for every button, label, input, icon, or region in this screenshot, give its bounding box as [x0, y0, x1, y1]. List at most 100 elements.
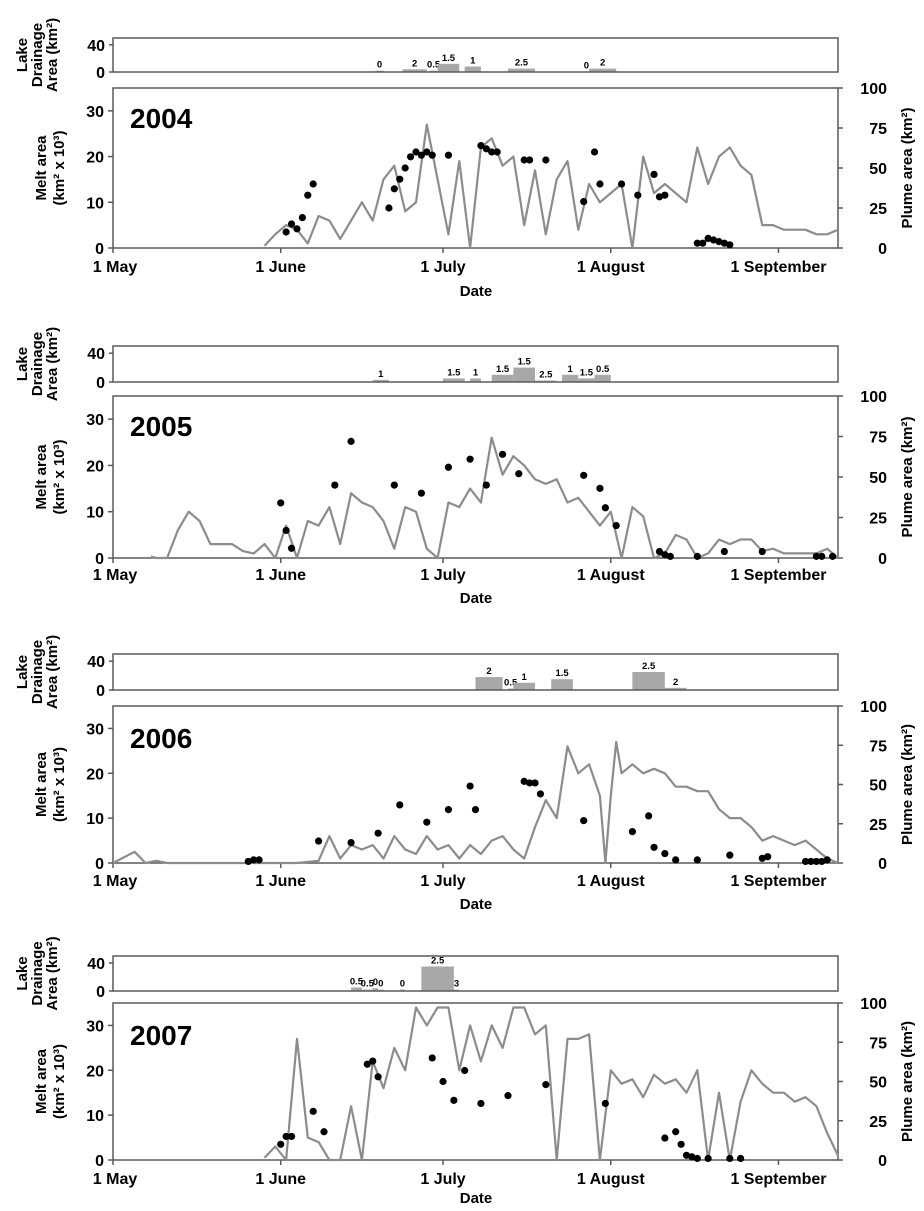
chart-panel-2005: 1 1.5 1 1.51.52.51 1.5 0.5040LakeDrainageArea… — [14, 327, 916, 607]
melt-panel-frame — [112, 87, 839, 249]
x-tick-label: 1 July — [420, 259, 465, 276]
drainage-label: 1 — [522, 672, 528, 683]
plume-area-point — [596, 180, 604, 188]
plume-area-point — [304, 191, 312, 199]
drainage-axis-label-line: Lake — [14, 956, 31, 990]
y-left-axis-label-line: Melt area — [33, 444, 50, 510]
plume-area-point — [374, 829, 382, 837]
y-right-tick-label: 100 — [860, 389, 887, 406]
plume-area-point — [417, 151, 425, 159]
drainage-axis-label: LakeDrainageArea (km²) — [14, 327, 61, 401]
drainage-label: 0 — [400, 979, 405, 990]
y-left-axis-label: Melt area(km² x 10³) — [33, 439, 68, 514]
plume-area-point — [699, 239, 707, 247]
plume-area-point — [596, 484, 604, 492]
drainage-label: 2.5 — [431, 956, 445, 967]
plume-area-point — [720, 239, 728, 247]
plume-area-point — [444, 463, 453, 471]
plume-area-point — [634, 191, 642, 199]
drainage-bar — [402, 69, 427, 72]
plume-area-point — [477, 142, 485, 150]
y-left-tick-label: 20 — [86, 458, 104, 475]
drainage-bar — [513, 367, 536, 382]
plume-area-point — [812, 857, 820, 866]
plume-area-point — [423, 148, 431, 156]
y-right-tick-label: 50 — [869, 161, 887, 178]
plume-area-point — [396, 801, 404, 809]
plume-area-point — [374, 1073, 382, 1081]
melt-area-line — [112, 740, 839, 865]
plume-area-point — [650, 843, 658, 851]
plume-area-point — [520, 156, 528, 164]
drainage-bar — [632, 672, 665, 690]
plume-area-point — [650, 170, 658, 178]
plume-area-point — [726, 241, 734, 249]
plume-area-point — [244, 857, 252, 866]
plume-area-point — [661, 191, 669, 199]
drainage-label: 0.5 — [504, 678, 518, 689]
plume-area-point — [520, 777, 528, 785]
plume-area-point — [536, 790, 545, 798]
plume-area-point — [726, 851, 734, 859]
x-tick-label: 1 September — [730, 873, 826, 890]
plume-area-point — [672, 1128, 680, 1136]
melt-panel-frame — [112, 395, 839, 559]
drainage-axis-label-line: Drainage — [29, 332, 46, 396]
x-tick-label: 1 May — [93, 1171, 138, 1188]
drainage-bar — [594, 374, 611, 382]
drainage-axis-label-line: Area (km²) — [44, 635, 61, 709]
y-left-tick-label: 30 — [86, 412, 104, 429]
x-tick-label: 1 July — [420, 873, 465, 890]
plume-area-point — [423, 818, 431, 826]
plume-area-point — [255, 856, 263, 864]
x-axis-label: Date — [460, 896, 493, 913]
y-left-tick-label: 0 — [95, 551, 104, 568]
plume-area-point — [828, 552, 837, 560]
y-right-tick-label: 25 — [869, 817, 887, 834]
plume-area-point — [277, 1140, 285, 1148]
x-axis-label: Date — [460, 283, 493, 300]
y-right-tick-label: 0 — [878, 856, 887, 873]
drainage-label: 0 — [584, 61, 589, 72]
y-left-axis-label: Melt area(km² x 10³) — [33, 1044, 68, 1119]
drainage-label: 1 — [568, 364, 574, 375]
plume-area-point — [666, 552, 674, 560]
drainage-label: 1.5 — [555, 668, 569, 679]
plume-area-point — [428, 151, 436, 159]
drainage-y-tick-label: 40 — [87, 346, 105, 363]
year-label: 2007 — [130, 1020, 192, 1051]
y-left-tick-label: 0 — [95, 1153, 104, 1170]
plume-area-point — [628, 828, 637, 836]
drainage-axis-label-line: Drainage — [29, 23, 46, 87]
drainage-y-tick-label: 40 — [87, 38, 105, 55]
plume-area-point — [617, 180, 626, 188]
plume-area-point — [277, 499, 285, 507]
melt-area-line — [263, 123, 839, 250]
plume-area-point — [801, 857, 810, 866]
plume-area-point — [363, 1060, 371, 1068]
plume-area-point — [677, 1140, 685, 1148]
y-left-axis-label-line: (km² x 10³) — [51, 439, 68, 514]
melt-panel-frame — [112, 705, 839, 864]
plume-area-point — [531, 779, 539, 787]
y-left-tick-label: 30 — [86, 721, 104, 738]
drainage-label: 1.5 — [442, 53, 456, 64]
plume-area-point — [693, 552, 701, 560]
plume-area-point — [812, 552, 820, 560]
x-axis-label: Date — [460, 1190, 493, 1207]
plume-area-point — [693, 1154, 701, 1163]
x-axis-label: Date — [460, 590, 493, 607]
x-tick-label: 1 June — [255, 567, 306, 584]
x-tick-label: 1 August — [577, 1171, 646, 1188]
drainage-y-tick-label: 0 — [96, 984, 105, 1001]
drainage-bar — [421, 966, 454, 991]
plume-area-point — [715, 238, 723, 246]
drainage-axis-label: LakeDrainageArea (km²) — [14, 635, 61, 709]
plume-area-point — [439, 1077, 447, 1086]
plume-area-point — [693, 856, 701, 864]
plume-area-point — [580, 471, 588, 479]
y-right-axis-label: Plume area (km²) — [899, 108, 916, 229]
plume-area-point — [287, 544, 296, 552]
x-tick-label: 1 July — [420, 1171, 465, 1188]
